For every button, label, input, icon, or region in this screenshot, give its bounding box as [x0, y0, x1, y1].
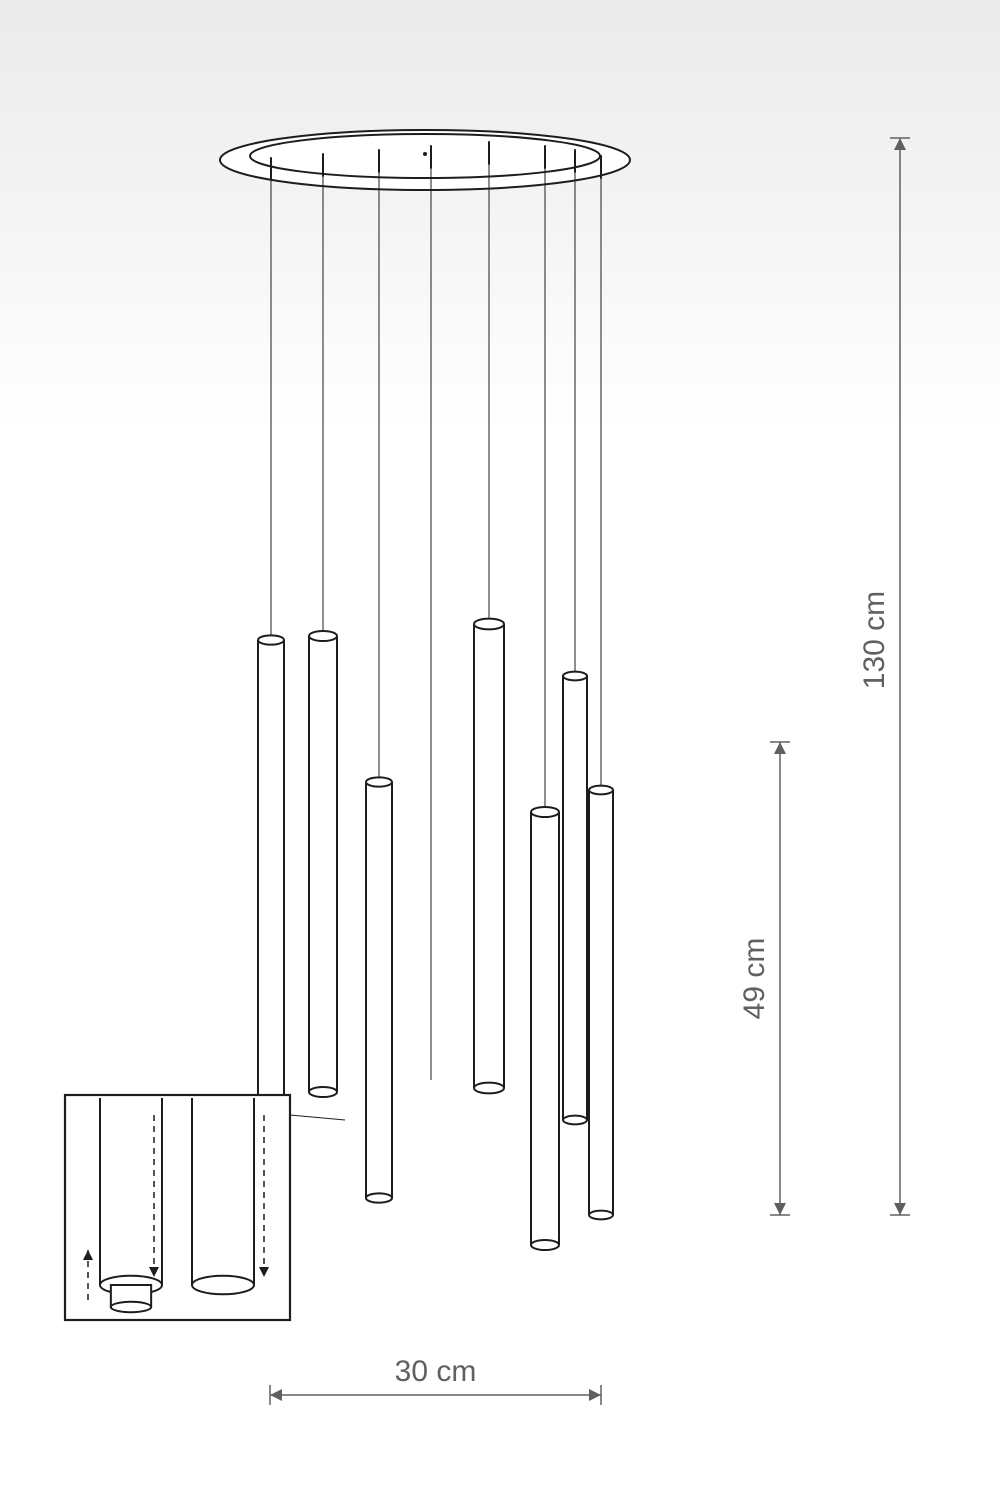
width-dimension-label: 30 cm: [395, 1355, 477, 1388]
total-dimension-label: 130 cm: [858, 591, 891, 689]
tube-dimension-label: 49 cm: [738, 938, 771, 1020]
